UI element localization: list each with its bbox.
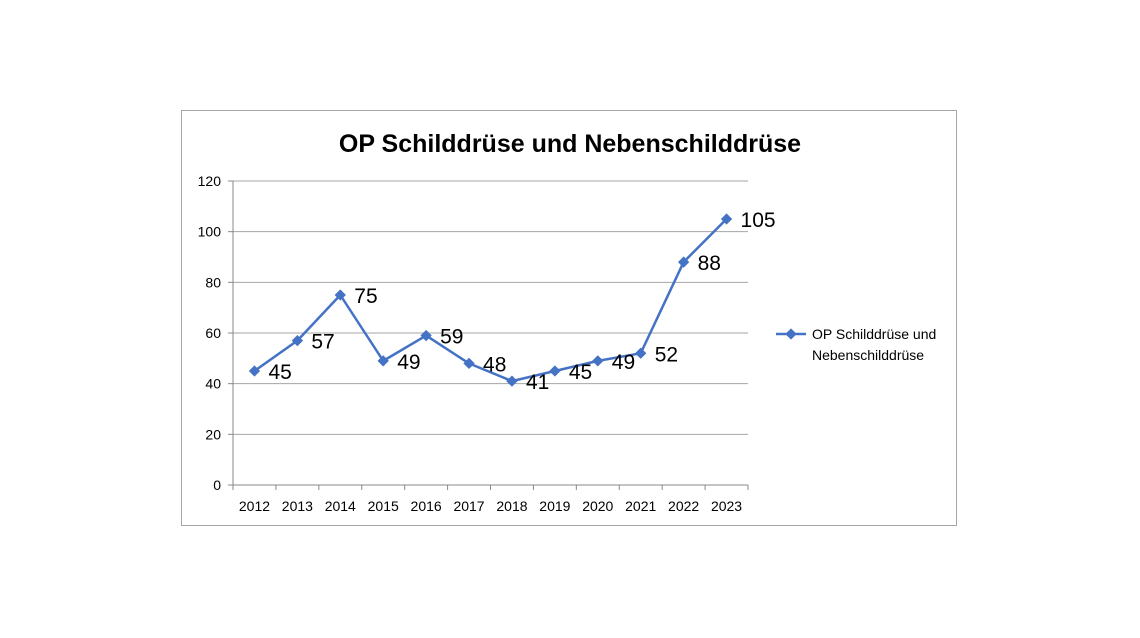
data-point xyxy=(592,355,604,367)
chart-frame: OP Schilddrüse und Nebenschilddrüse 0 20 4… xyxy=(181,110,957,526)
series-line xyxy=(253,218,728,383)
y-tick-label: 80 xyxy=(205,274,221,290)
data-label: 45 xyxy=(569,361,592,384)
x-tick-label: 2016 xyxy=(411,498,442,514)
data-label: 75 xyxy=(354,285,377,308)
x-tick-label: 2014 xyxy=(325,498,356,514)
axes xyxy=(228,180,749,490)
data-label: 41 xyxy=(526,371,549,394)
legend: OP Schilddrüse und Nebenschilddrüse xyxy=(776,326,936,363)
data-label: 105 xyxy=(741,209,776,232)
data-label: 88 xyxy=(698,252,721,275)
legend-label: OP Schilddrüse und xyxy=(812,326,936,342)
x-tick-label: 2023 xyxy=(711,498,742,514)
y-tick-label: 60 xyxy=(205,325,221,341)
y-tick-label: 0 xyxy=(213,477,221,493)
data-point xyxy=(377,355,389,367)
y-tick-label: 40 xyxy=(205,376,221,392)
data-point xyxy=(334,289,346,301)
y-tick-label: 20 xyxy=(205,426,221,442)
legend-marker xyxy=(785,328,797,340)
data-label: 49 xyxy=(612,351,635,374)
x-tick-label: 2012 xyxy=(239,498,270,514)
x-tick-label: 2021 xyxy=(625,498,656,514)
data-point xyxy=(506,375,518,387)
x-tick-label: 2019 xyxy=(539,498,570,514)
data-point xyxy=(463,357,475,370)
data-label: 57 xyxy=(311,331,334,354)
data-point xyxy=(635,347,647,359)
x-tick-label: 2017 xyxy=(453,498,484,514)
line-chart: OP Schilddrüse und Nebenschilddrüse 0 20 4… xyxy=(198,130,937,514)
data-point xyxy=(549,365,561,377)
y-tick-label: 120 xyxy=(198,173,222,189)
data-label: 59 xyxy=(440,326,463,349)
data-point xyxy=(677,256,690,268)
x-tick-label: 2018 xyxy=(496,498,527,514)
data-label: 49 xyxy=(397,351,420,374)
y-axis-ticks: 0 20 40 60 80 100 120 xyxy=(198,173,222,493)
data-label: 48 xyxy=(483,353,506,376)
y-tick-label: 100 xyxy=(198,224,222,240)
x-axis-ticks: 2012 2013 2014 2015 2016 2017 2018 2019 2020 2021… xyxy=(239,498,742,514)
data-label: 45 xyxy=(268,361,291,384)
x-tick-label: 2013 xyxy=(282,498,313,514)
legend-label: Nebenschilddrüse xyxy=(812,347,924,363)
gridlines xyxy=(233,180,748,435)
data-label: 52 xyxy=(655,343,678,366)
chart-title: OP Schilddrüse und Nebenschilddrüse xyxy=(339,130,801,158)
data-labels: 45 57 75 49 59 48 41 45 49 52 88 105 xyxy=(268,209,775,394)
x-tick-label: 2015 xyxy=(368,498,399,514)
data-point xyxy=(420,329,432,342)
x-tick-label: 2020 xyxy=(582,498,613,514)
x-tick-label: 2022 xyxy=(668,498,699,514)
